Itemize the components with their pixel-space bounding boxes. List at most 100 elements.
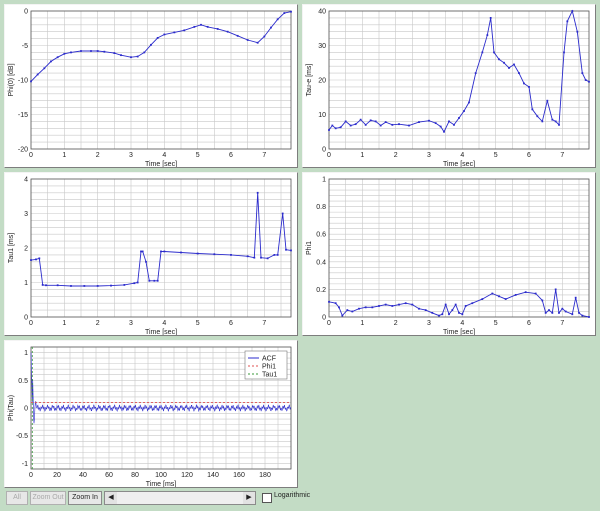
x-tick-label: 120 — [181, 472, 193, 479]
data-point — [359, 118, 362, 121]
x-tick-label: 5 — [196, 152, 200, 159]
acf-chart: 0 20 40 60 80 100 120 140 160 180 -1 -0.5 0 0.5 1 Time … — [8, 346, 292, 488]
scroll-right-icon[interactable]: ▶ — [243, 492, 255, 504]
data-point — [524, 291, 527, 294]
y-tick-label: 40 — [318, 9, 326, 16]
data-point — [574, 296, 577, 299]
chart-panel-phi0: 0 1 2 3 4 5 6 7 -20 -15 -10 -5 0 Time [sec] Phi(0) [dB… — [4, 4, 298, 168]
zoom-in-button[interactable]: Zoom In — [68, 491, 102, 505]
x-axis-label: Time [sec] — [443, 329, 475, 335]
plot-frame — [30, 10, 292, 150]
x-tick-label: 40 — [79, 472, 87, 479]
data-point — [438, 314, 440, 317]
data-point — [491, 292, 494, 295]
y-axis-label: Phi(Tau) — [8, 395, 15, 421]
data-point — [471, 302, 474, 305]
data-point — [546, 99, 549, 102]
x-tick-label: 1 — [62, 152, 66, 159]
y-tick-label: 0.4 — [316, 259, 326, 266]
data-point — [571, 313, 574, 316]
phi0-chart: 0 1 2 3 4 5 6 7 -20 -15 -10 -5 0 Time [sec] Phi(0) [dB… — [8, 9, 292, 168]
data-point — [451, 309, 454, 311]
data-point — [334, 127, 337, 130]
x-tick-label: 0 — [327, 320, 331, 327]
y-axis-label: Phi1 — [306, 241, 313, 255]
data-point — [513, 63, 515, 66]
x-tick-label: 7 — [560, 320, 564, 327]
acf-series-line — [30, 352, 292, 424]
legend-entry: ACF — [262, 356, 276, 363]
data-point — [369, 119, 372, 122]
x-tick-label: 180 — [259, 472, 271, 479]
data-point — [441, 313, 444, 316]
scroll-left-icon[interactable]: ◀ — [105, 492, 117, 504]
data-point — [273, 254, 276, 256]
data-point — [378, 305, 380, 307]
data-point — [514, 294, 517, 296]
data-point — [364, 123, 367, 126]
all-button[interactable]: All — [6, 491, 28, 505]
data-point — [424, 309, 427, 311]
data-point — [468, 101, 470, 104]
y-tick-label: -0.5 — [16, 433, 28, 440]
y-tick-label: 0.5 — [18, 378, 28, 385]
data-point — [411, 303, 414, 306]
x-tick-label: 1 — [360, 320, 364, 327]
chart-panel-acf: 0 20 40 60 80 100 120 140 160 180 -1 -0.5 0 0.5 1 Time … — [4, 340, 298, 488]
data-point — [110, 284, 112, 287]
data-point — [523, 82, 525, 85]
data-point — [391, 305, 394, 307]
tau1-chart: 0 1 2 3 4 5 6 7 0 1 2 3 4 Time [sec] Tau1 [ms] — [8, 177, 292, 336]
data-point — [338, 306, 340, 309]
x-tick-label: 0 — [327, 152, 331, 159]
time-scrollbar[interactable]: ◀ ▶ — [104, 491, 256, 505]
data-point — [444, 303, 447, 306]
zoom-toolbar: All Zoom Out Zoom In ◀ ▶ Logarithmic — [6, 489, 310, 507]
data-point — [143, 51, 146, 54]
data-point — [145, 260, 147, 263]
data-point — [80, 50, 82, 52]
y-tick-label: 0 — [24, 315, 28, 322]
plot-frame — [328, 10, 590, 150]
data-point — [150, 43, 152, 46]
data-point — [354, 123, 357, 126]
chart-panel-taue: 0 1 2 3 4 5 6 7 0 10 20 30 40 Time [sec] Tau-e [ms] — [302, 4, 596, 168]
x-tick-label: 7 — [262, 152, 266, 159]
data-point — [461, 313, 464, 316]
series-line — [328, 289, 590, 318]
data-point — [503, 61, 505, 64]
data-point — [141, 250, 144, 253]
data-point — [256, 41, 259, 44]
data-point — [408, 124, 410, 127]
data-point — [493, 51, 495, 54]
data-point — [290, 10, 292, 13]
plot-frame — [328, 178, 590, 318]
data-point — [270, 26, 272, 29]
data-point — [276, 18, 279, 21]
legend-entry: Tau1 — [262, 372, 277, 379]
data-point — [290, 249, 292, 252]
data-point — [564, 310, 567, 313]
data-point — [96, 285, 99, 287]
data-point — [371, 306, 374, 309]
data-point — [163, 33, 166, 36]
x-tick-label: 2 — [394, 152, 398, 159]
data-point — [398, 123, 400, 126]
plot-frame — [30, 178, 292, 318]
data-point — [404, 302, 407, 305]
data-point — [566, 20, 569, 23]
data-point — [534, 292, 537, 295]
data-point — [418, 307, 420, 310]
data-point — [193, 25, 196, 28]
data-point — [156, 37, 159, 39]
data-point — [581, 314, 584, 317]
data-point — [30, 80, 32, 83]
x-tick-label: 6 — [229, 320, 233, 327]
x-tick-label: 7 — [560, 152, 564, 159]
x-tick-label: 4 — [460, 152, 464, 159]
data-point — [281, 212, 284, 215]
data-point — [464, 305, 467, 307]
data-point — [263, 35, 266, 38]
zoom-out-button[interactable]: Zoom Out — [30, 491, 66, 505]
logarithmic-checkbox[interactable] — [262, 493, 272, 503]
